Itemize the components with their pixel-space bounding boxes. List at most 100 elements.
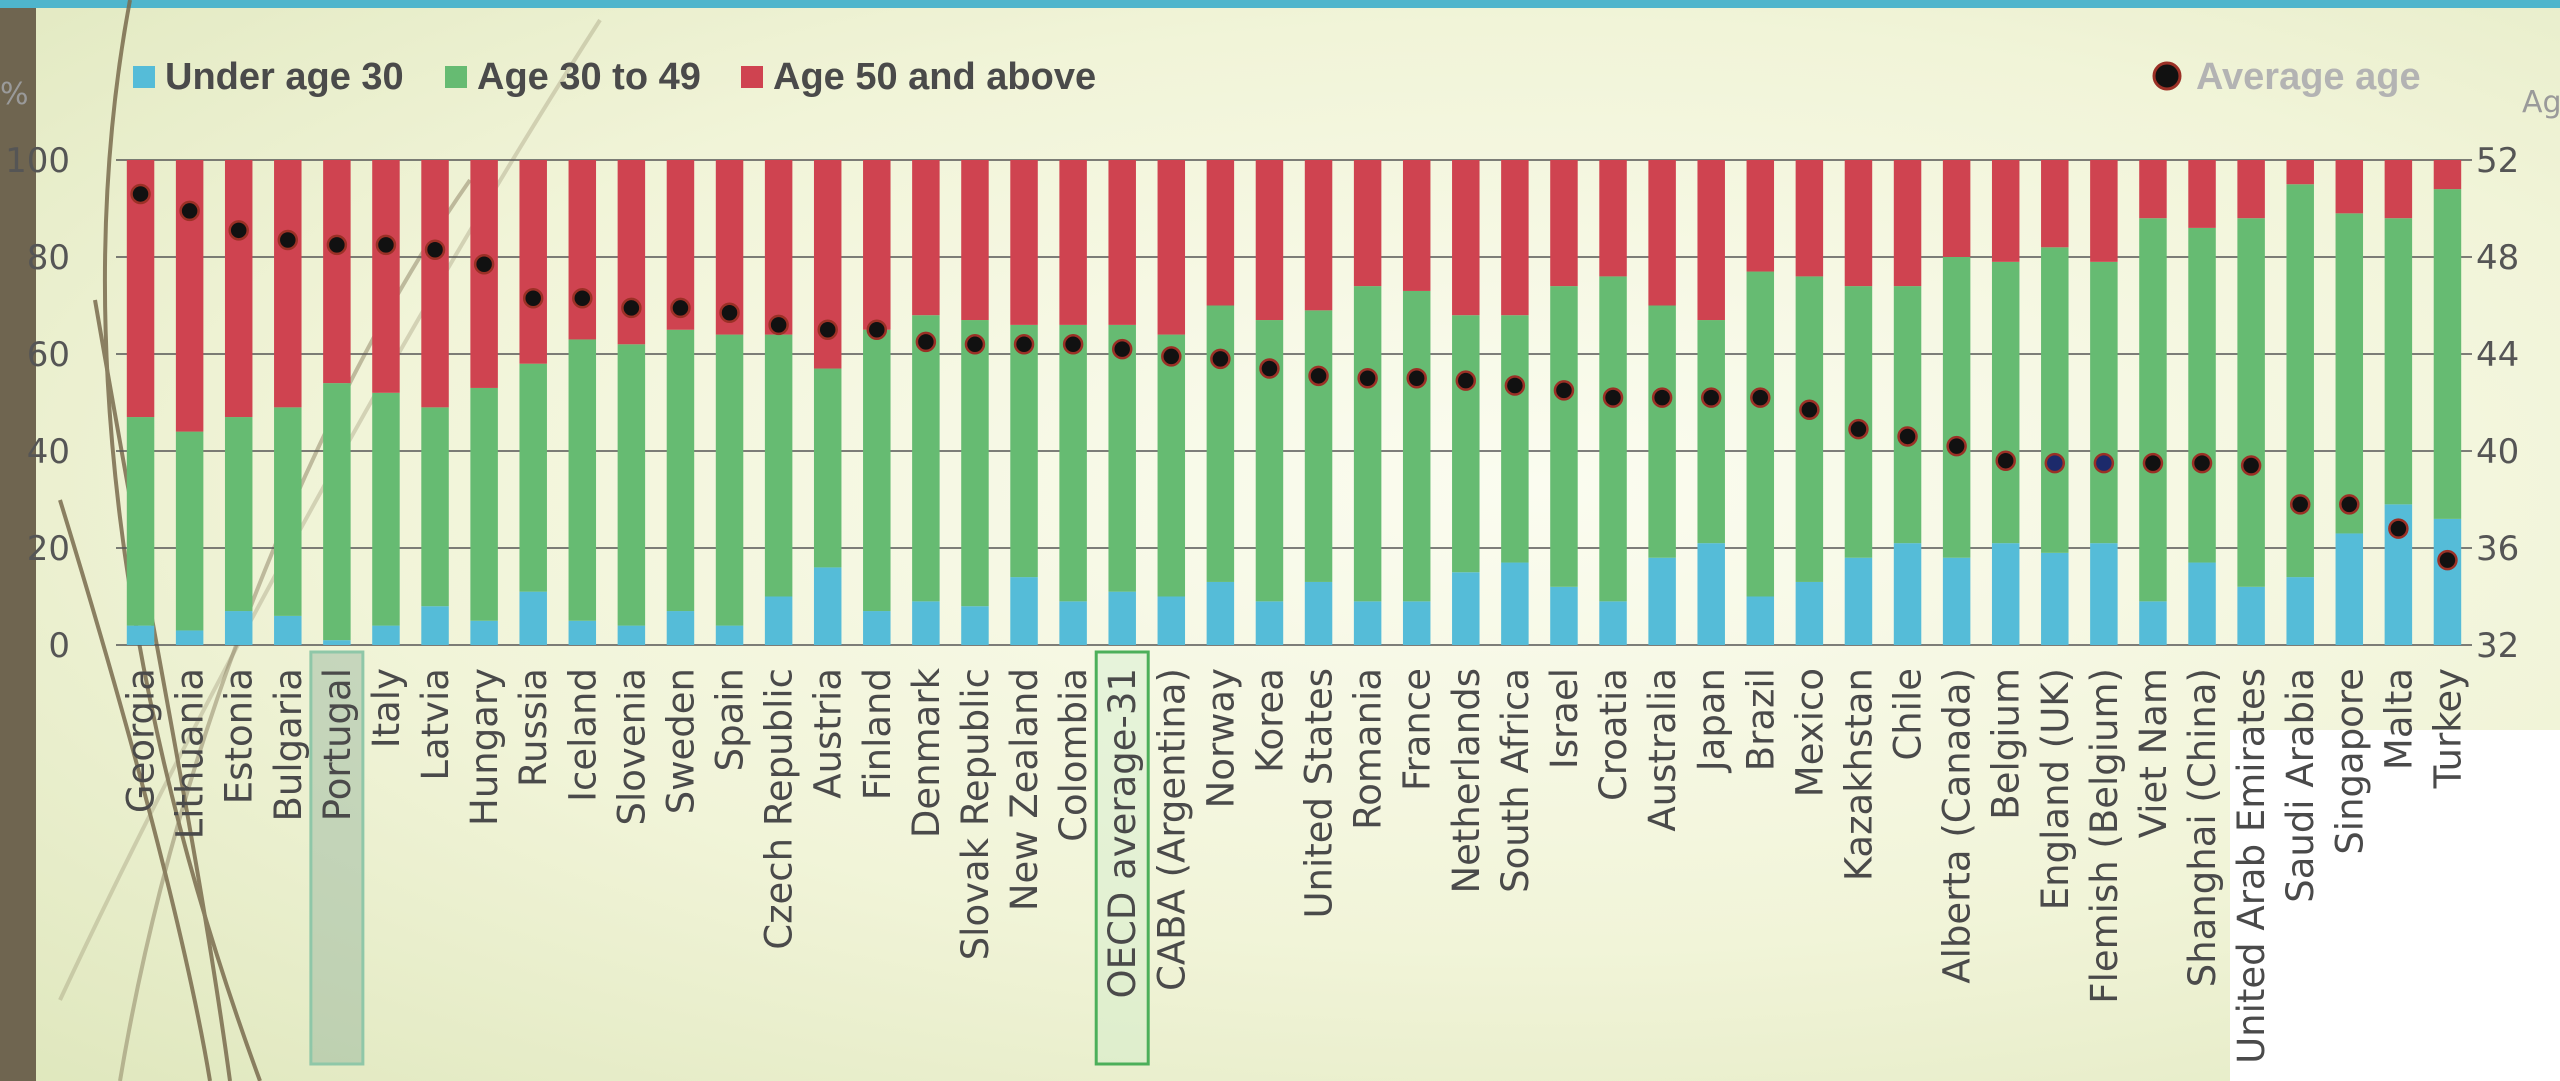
bar-segment: [1942, 160, 1971, 257]
bar-segment: [1795, 160, 1824, 277]
average-age-dot: [1897, 426, 1918, 447]
bar-segment: [1452, 572, 1480, 645]
left-axis-tick: 40: [27, 432, 70, 472]
bar-segment: [2335, 160, 2364, 214]
average-age-dot: [277, 229, 299, 251]
bar-segment: [1893, 160, 1922, 287]
bar-segment: [1059, 324, 1087, 602]
category-label: Viet Nam: [2132, 668, 2175, 838]
category-label: Australia: [1641, 668, 1684, 832]
bar-segment: [2286, 577, 2314, 645]
bar-segment: [1501, 315, 1529, 563]
bar-segment: [224, 160, 253, 418]
left-axis-unit: %: [0, 77, 29, 112]
category-label: Spain: [709, 668, 752, 771]
category-label: Singapore: [2328, 668, 2371, 855]
category-label: Czech Republic: [758, 668, 801, 950]
legend: Under age 30 Age 30 to 49 Age 50 and abo…: [133, 56, 2421, 98]
right-axis-tick: 52: [2476, 141, 2519, 181]
bar-segment: [1206, 305, 1235, 582]
category-label: Mexico: [1788, 668, 1831, 797]
category-label: Estonia: [218, 668, 261, 804]
bar-segment: [1255, 160, 1284, 321]
bar-segment: [764, 160, 793, 335]
bar-segment: [961, 160, 989, 321]
average-age-dot: [1750, 387, 1771, 408]
stacked-bars: [126, 160, 2462, 645]
bar-segment: [1795, 581, 1824, 645]
decorative-curves: [58, 0, 602, 1081]
category-label: Romania: [1347, 668, 1390, 830]
category-label: United Arab Emirates: [2230, 668, 2273, 1064]
average-age-dot: [1161, 346, 1182, 367]
bar-segment: [715, 334, 744, 626]
category-label: Bulgaria: [267, 668, 310, 821]
bar-segment: [2188, 227, 2216, 563]
bar-segment: [519, 160, 547, 364]
bar-segment: [2433, 189, 2462, 519]
legend-swatch-50-above: [741, 66, 763, 88]
bar-segment: [1991, 261, 2020, 544]
category-label: Georgia: [120, 668, 163, 813]
average-age-dot: [1308, 365, 1329, 387]
category-label: Portugal: [316, 668, 359, 821]
legend-marker-average-age: [2152, 61, 2182, 91]
average-age-dot: [2240, 455, 2262, 476]
bar-segment: [863, 329, 891, 612]
bar-segment: [1746, 271, 1775, 597]
bar-segment: [470, 387, 498, 621]
category-label: Alberta (Canada): [1936, 668, 1979, 984]
bar-segment: [2384, 160, 2413, 219]
right-axis-ticks: 32 36 40 44 48 52: [2476, 141, 2519, 666]
bar-segment: [2286, 184, 2314, 578]
bar-segment: [323, 640, 351, 645]
bar-segment: [1010, 577, 1038, 645]
bar-segment: [1844, 160, 1873, 287]
average-age-dot: [670, 297, 691, 319]
average-age-dot: [1504, 375, 1526, 396]
bar-segment: [2237, 218, 2265, 587]
average-age-dot: [1455, 370, 1477, 391]
bar-segment: [1893, 286, 1922, 544]
average-age-dot: [1357, 368, 1378, 389]
bar-segment: [764, 596, 793, 645]
bar-segment: [372, 160, 400, 393]
bar-segment: [421, 160, 449, 408]
category-label: Slovak Republic: [954, 668, 997, 960]
category-highlights: [309, 650, 1150, 1066]
bar-segment: [961, 320, 989, 607]
average-age-dot: [1210, 348, 1231, 370]
bar-segment: [961, 606, 989, 645]
right-axis-unit: Age: [2522, 85, 2560, 120]
category-label: CABA (Argentina): [1150, 668, 1193, 991]
bar-segment: [863, 160, 891, 330]
bar-segment: [2090, 543, 2118, 645]
left-axis-tick: 20: [27, 529, 70, 569]
bar-segment: [1795, 276, 1824, 582]
bar-segment: [1452, 160, 1480, 316]
bar-segment: [912, 601, 940, 645]
gridlines: [116, 159, 2472, 646]
bar-segment: [2041, 552, 2069, 645]
legend-label-30-49: Age 30 to 49: [477, 56, 701, 98]
category-label: Korea: [1248, 668, 1291, 773]
bar-segment: [2384, 218, 2413, 505]
average-age-dot: [228, 220, 249, 241]
category-label: Croatia: [1592, 668, 1635, 801]
bar-segment: [1402, 290, 1431, 602]
bar-segment: [1942, 257, 1971, 558]
average-age-dot: [2289, 494, 2311, 515]
bar-segment: [323, 383, 351, 641]
left-axis-ticks: 0 20 40 60 80 100: [5, 141, 70, 666]
category-label: Flemish (Belgium): [2083, 668, 2126, 1004]
category-label: Chile: [1887, 668, 1930, 761]
legend-label-under-30: Under age 30: [165, 56, 404, 98]
category-label: Saudi Arabia: [2279, 668, 2322, 903]
average-age-dot: [964, 334, 986, 355]
bar-segment: [666, 329, 695, 612]
category-label: Netherlands: [1445, 668, 1488, 894]
bar-segment: [1599, 601, 1627, 645]
category-label: Russia: [512, 668, 555, 787]
bar-segment: [274, 160, 302, 408]
average-age-dot: [817, 319, 838, 340]
